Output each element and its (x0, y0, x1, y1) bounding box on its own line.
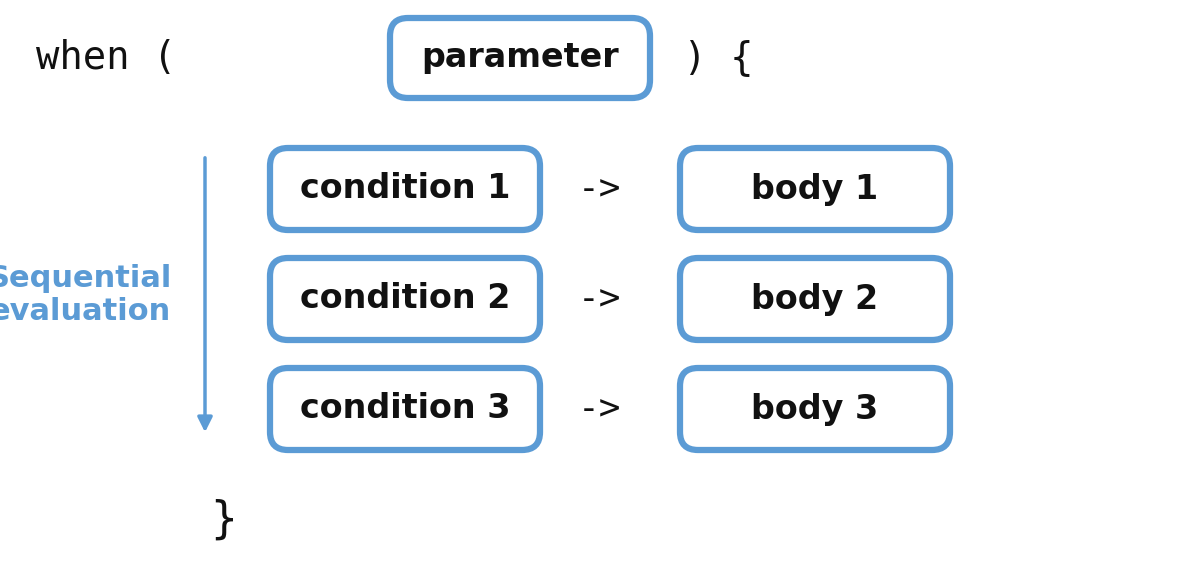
Text: Sequential
evaluation: Sequential evaluation (0, 264, 172, 326)
Text: condition 3: condition 3 (300, 392, 510, 426)
FancyBboxPatch shape (680, 148, 950, 230)
Text: ->: -> (578, 282, 622, 316)
Text: when (: when ( (37, 39, 200, 77)
Text: parameter: parameter (422, 41, 619, 75)
Text: body 2: body 2 (752, 283, 879, 315)
Text: ->: -> (578, 392, 622, 426)
FancyBboxPatch shape (270, 258, 540, 340)
Text: ->: -> (578, 172, 622, 206)
FancyBboxPatch shape (270, 148, 540, 230)
Text: body 1: body 1 (752, 172, 879, 206)
Text: condition 1: condition 1 (300, 172, 510, 206)
FancyBboxPatch shape (680, 368, 950, 450)
Text: condition 2: condition 2 (300, 283, 510, 315)
Text: }: } (210, 499, 237, 541)
FancyBboxPatch shape (270, 368, 540, 450)
FancyBboxPatch shape (390, 18, 650, 98)
FancyBboxPatch shape (680, 258, 950, 340)
Text: body 3: body 3 (752, 392, 879, 426)
Text: ) {: ) { (659, 39, 753, 77)
